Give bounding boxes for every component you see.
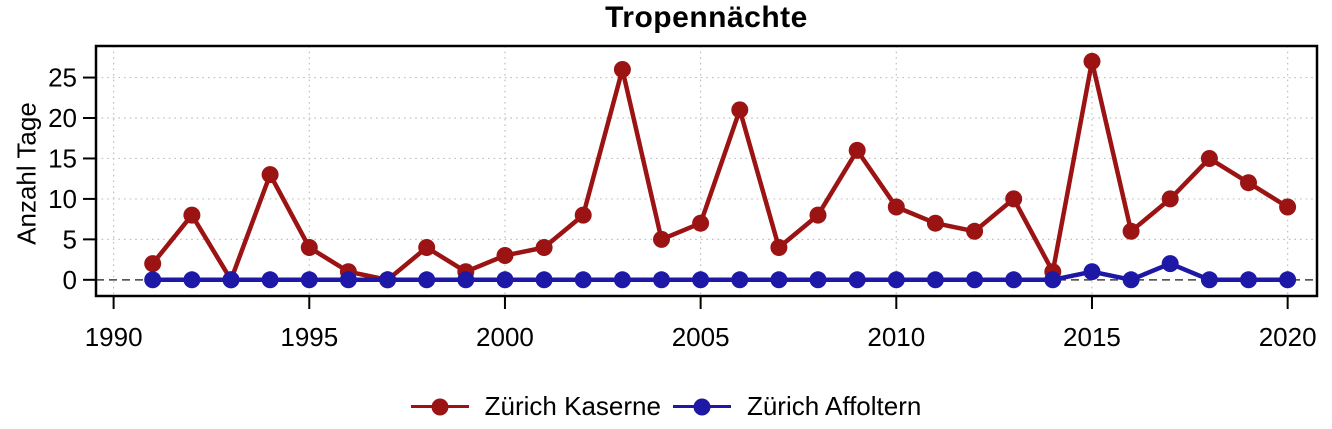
data-point-series-1 (1005, 271, 1023, 289)
legend-item-zurich-kaserne: Zürich Kaserne (410, 391, 661, 422)
data-point-series-1 (574, 271, 592, 289)
chart-title: Tropennächte (605, 1, 808, 34)
data-point-series-0 (144, 255, 162, 273)
data-point-series-1 (261, 271, 279, 289)
data-point-series-1 (418, 271, 436, 289)
data-point-series-0 (1279, 198, 1297, 216)
kaserne-series-marker-icon (410, 398, 469, 416)
y-tick-label: 5 (63, 224, 77, 254)
data-point-series-0 (418, 239, 436, 256)
data-point-series-1 (887, 271, 905, 289)
data-point-series-1 (457, 271, 475, 289)
data-point-series-0 (1083, 52, 1101, 70)
y-tick-label: 10 (48, 184, 77, 214)
legend-item-zurich-affoltern: Zürich Affoltern (672, 391, 922, 422)
data-point-series-0 (966, 222, 984, 240)
y-tick-label: 15 (48, 143, 77, 173)
data-point-series-0 (613, 61, 631, 78)
legend: Zürich Kaserne Zürich Affoltern (0, 391, 1332, 422)
data-point-series-0 (574, 206, 592, 224)
x-tick-label: 1990 (85, 322, 143, 352)
affoltern-series-marker-icon (672, 398, 731, 416)
plot-frame (94, 44, 1319, 298)
data-point-series-1 (809, 271, 827, 289)
data-point-series-1 (222, 271, 240, 289)
data-point-series-1 (926, 271, 944, 289)
data-point-series-0 (300, 239, 318, 256)
data-point-series-0 (731, 101, 749, 119)
data-point-series-0 (1161, 190, 1179, 208)
x-tick-label: 2015 (1063, 322, 1121, 352)
data-point-series-1 (1200, 271, 1218, 289)
data-point-series-0 (887, 198, 905, 216)
data-point-series-1 (848, 271, 866, 289)
data-point-series-0 (926, 214, 944, 232)
data-point-series-0 (770, 239, 788, 256)
y-tick-label: 25 (48, 63, 77, 93)
data-point-series-0 (1122, 222, 1140, 240)
data-point-series-1 (770, 271, 788, 289)
y-tick-label: 0 (63, 265, 77, 295)
data-point-series-1 (300, 271, 318, 289)
data-point-series-1 (1083, 263, 1101, 281)
data-point-series-1 (1279, 271, 1297, 289)
data-point-series-1 (183, 271, 201, 289)
x-tick-label: 2010 (867, 322, 925, 352)
data-point-series-1 (966, 271, 984, 289)
data-point-series-1 (144, 271, 162, 289)
data-point-series-1 (731, 271, 749, 289)
data-point-series-0 (261, 166, 279, 184)
data-point-series-0 (183, 206, 201, 224)
data-point-series-0 (496, 247, 514, 264)
y-tick-label: 20 (48, 103, 77, 133)
x-tick-label: 2005 (672, 322, 730, 352)
data-point-series-0 (848, 141, 866, 159)
data-point-series-1 (535, 271, 553, 289)
data-point-series-1 (1240, 271, 1257, 289)
data-point-series-1 (496, 271, 514, 289)
data-point-series-0 (809, 206, 827, 224)
data-point-series-1 (613, 271, 631, 289)
data-point-series-1 (1161, 255, 1179, 273)
series-line-0 (150, 59, 1290, 283)
data-point-series-0 (535, 239, 553, 256)
series-line-1 (150, 261, 1290, 283)
data-point-series-1 (379, 271, 397, 289)
data-point-series-1 (339, 271, 357, 289)
data-point-series-0 (1200, 150, 1218, 167)
data-point-series-1 (692, 271, 710, 289)
data-point-series-1 (1044, 271, 1062, 289)
x-tick-label: 2000 (476, 322, 534, 352)
legend-label-zurich-affoltern: Zürich Affoltern (746, 391, 922, 421)
data-point-series-0 (1005, 190, 1023, 208)
data-point-series-0 (692, 214, 710, 232)
data-point-series-1 (1122, 271, 1140, 289)
legend-label-zurich-kaserne: Zürich Kaserne (484, 391, 661, 421)
data-point-series-1 (653, 271, 670, 289)
x-tick-label: 1995 (280, 322, 338, 352)
x-tick-label: 2020 (1259, 322, 1317, 352)
data-point-series-0 (1240, 174, 1257, 192)
data-point-series-0 (653, 230, 670, 248)
